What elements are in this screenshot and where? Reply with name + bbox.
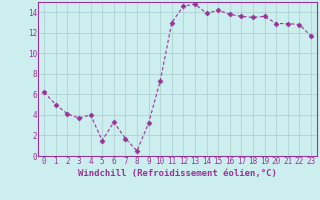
X-axis label: Windchill (Refroidissement éolien,°C): Windchill (Refroidissement éolien,°C) — [78, 169, 277, 178]
